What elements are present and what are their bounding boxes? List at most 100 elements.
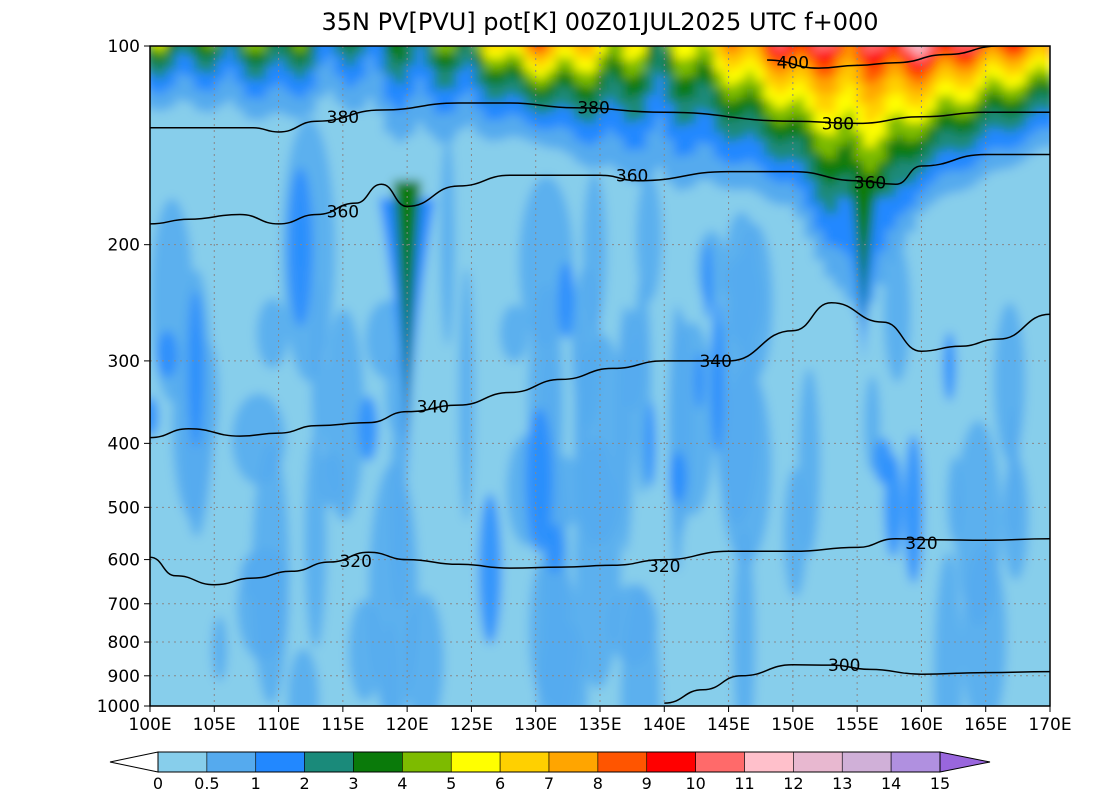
colorbar-over-arrow xyxy=(939,751,991,773)
isentrope-label: 320 xyxy=(905,534,937,554)
colorbar-tick-label: 14 xyxy=(881,774,901,793)
colorbar-tick-label: 15 xyxy=(930,774,950,793)
pv-fill-patch xyxy=(714,302,760,525)
pv-fill-patch xyxy=(188,290,204,448)
pv-fill-patch xyxy=(358,395,379,462)
colorbar-tick-label: 6 xyxy=(495,774,505,793)
isentrope-340 xyxy=(150,302,1050,439)
colorbar-swatch xyxy=(402,751,452,773)
colorbar-swatch xyxy=(548,751,599,773)
colorbar-tick-label: 0.5 xyxy=(194,774,219,793)
colorbar-frame xyxy=(157,751,941,773)
isentrope-label: 320 xyxy=(648,557,680,577)
colorbar-tick-label: 13 xyxy=(832,774,852,793)
x-tick-label: 120E xyxy=(386,715,429,735)
colorbar-tick-label: 10 xyxy=(685,774,705,793)
isentrope-400 xyxy=(767,46,1050,69)
pv-fill-patch xyxy=(311,280,325,463)
pv-fold-core xyxy=(849,180,878,331)
pv-fill-patch xyxy=(389,404,408,610)
isentrope-label: 360 xyxy=(854,174,886,194)
colorbar-swatch xyxy=(157,751,208,773)
colorbar-tick-label: 8 xyxy=(593,774,603,793)
x-tick-label: 105E xyxy=(193,715,236,735)
x-tick-label: 100E xyxy=(128,715,171,735)
chart-title: 35N PV[PVU] pot[K] 00Z01JUL2025 UTC f+00… xyxy=(321,8,878,36)
isentrope-label: 300 xyxy=(828,656,860,676)
y-tick-label: 500 xyxy=(108,498,140,518)
x-tick-label: 155E xyxy=(836,715,879,735)
isentrope-360 xyxy=(150,153,1050,225)
pv-fill-level xyxy=(914,46,926,47)
pv-fill-patch xyxy=(557,262,576,340)
colorbar-tick-label: 2 xyxy=(300,774,310,793)
pv-fill-level xyxy=(534,46,1026,72)
pv-fill-patch xyxy=(251,442,290,705)
x-tick-label: 170E xyxy=(1028,715,1071,735)
colorbar-tick-label: 7 xyxy=(544,774,554,793)
pv-fill-patch xyxy=(635,173,663,302)
pv-fill-patch xyxy=(903,434,924,584)
pv-fill-level xyxy=(524,46,1026,84)
grid-lines xyxy=(150,46,1050,706)
pv-fill-patch xyxy=(884,454,903,558)
y-tick-label: 100 xyxy=(108,37,140,57)
colorbar-swatch xyxy=(353,751,403,773)
isentrope-label: 340 xyxy=(699,352,731,372)
colorbar-tick-label: 12 xyxy=(783,774,803,793)
colorbar-tick-label: 9 xyxy=(642,774,652,793)
colorbar-tick-label: 5 xyxy=(446,774,456,793)
pv-fill-level xyxy=(904,46,926,55)
colorbar-under-arrow xyxy=(109,751,159,773)
colorbar-swatch xyxy=(841,751,892,773)
colorbar-tick-label: 1 xyxy=(251,774,261,793)
pv-fill-patch xyxy=(458,267,475,521)
pv-fill-patch xyxy=(668,451,687,503)
pv-fill-patch xyxy=(942,331,956,402)
pv-fill-patch xyxy=(256,298,289,369)
pv-fill-patch xyxy=(710,298,725,453)
pv-fill-patch xyxy=(478,493,502,645)
pv-fill-patch xyxy=(571,265,602,428)
y-tick-label: 900 xyxy=(108,667,140,687)
pv-fill-patch xyxy=(150,396,159,437)
colorbar-swatch xyxy=(255,751,305,773)
pv-fill-patch xyxy=(694,351,705,409)
isentrope-label: 400 xyxy=(777,54,809,74)
colorbar-swatch xyxy=(646,751,696,773)
colorbar-swatch xyxy=(695,751,745,773)
y-tick-label: 700 xyxy=(108,595,140,615)
pv-fill-patch xyxy=(645,401,657,488)
pv-fill-patch xyxy=(873,437,893,485)
pv-colorbar: 0 0.5 1 2 3 4 5 6 7 8 9 10 11 12 13 14 15 xyxy=(109,751,991,793)
colorbar-tick-label: 11 xyxy=(734,774,754,793)
y-axis: 100 200 300 400 500 600 700 800 900 1000 xyxy=(97,37,150,717)
colorbar-tick-label: 4 xyxy=(397,774,407,793)
isentrope-label: 380 xyxy=(577,99,609,119)
colorbar-swatch xyxy=(450,751,501,773)
pv-fill-patch xyxy=(546,523,564,574)
pv-fill-patch xyxy=(722,256,764,344)
pv-fill-patch xyxy=(537,619,589,706)
pv-fill-patch xyxy=(499,304,529,362)
pv-fill-patch xyxy=(933,552,963,706)
pv-fill-patch xyxy=(883,240,911,383)
pv-fill-patch xyxy=(733,527,756,706)
y-tick-label: 800 xyxy=(108,633,140,653)
colorbar-tick-label: 0 xyxy=(153,774,163,793)
pv-fill-patch xyxy=(211,616,228,682)
colorbar-swatch xyxy=(597,751,648,773)
pv-fill-patch xyxy=(304,435,327,649)
isentrope-320 xyxy=(150,538,1050,586)
isentrope-label: 360 xyxy=(616,166,648,186)
pv-fill-patch xyxy=(798,368,821,557)
pv-fold-core xyxy=(393,180,422,448)
y-tick-label: 200 xyxy=(108,236,140,256)
isentrope-300 xyxy=(664,664,1050,704)
isentrope-label: 340 xyxy=(417,398,449,418)
x-tick-label: 140E xyxy=(643,715,686,735)
isentrope-label: 360 xyxy=(327,202,359,222)
x-tick-label: 125E xyxy=(450,715,493,735)
pv-fill-patch xyxy=(702,242,713,320)
